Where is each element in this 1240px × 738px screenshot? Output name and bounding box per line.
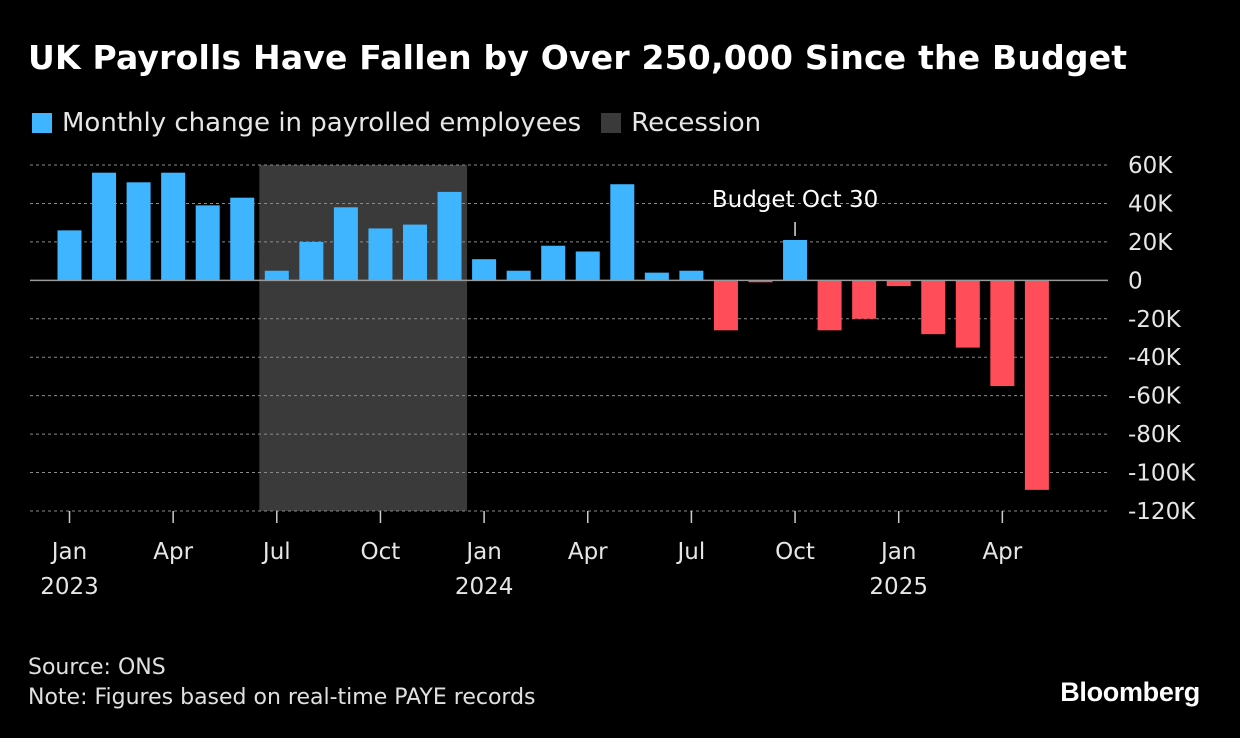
bar-24 (886, 280, 911, 287)
bar-7 (299, 241, 324, 281)
bar-16 (610, 184, 635, 281)
y-tick-label-7: -80K (1128, 422, 1182, 448)
y-tick-label-5: -40K (1128, 345, 1182, 371)
bar-27 (990, 280, 1015, 387)
budget-annotation-label: Budget Oct 30 (712, 187, 878, 213)
bar-17 (644, 272, 669, 281)
x-tick-label-8: Jan (879, 539, 916, 565)
source-note: Source: ONS (28, 655, 166, 680)
chart-legend: Monthly change in payrolled employees Re… (32, 108, 781, 138)
legend-label-recession: Recession (631, 108, 762, 138)
x-tick-label-6: Jul (676, 539, 706, 565)
x-tick-label-9: Apr (982, 539, 1022, 565)
legend-label-payrolls: Monthly change in payrolled employees (62, 108, 582, 138)
x-tick-label-0: Jan (50, 539, 87, 565)
bar-4 (195, 205, 220, 281)
legend-swatch-recession (601, 113, 622, 133)
x-tick-label-2: Jul (261, 539, 291, 565)
bar-8 (333, 207, 358, 281)
x-tick-label-7: Oct (775, 539, 815, 565)
legend-item-payrolls: Monthly change in payrolled employees (32, 108, 581, 138)
bloomberg-logo: Bloomberg (1060, 677, 1200, 707)
y-tick-label-6: -60K (1128, 384, 1182, 410)
y-tick-label-2: 20K (1128, 230, 1173, 256)
bar-2 (126, 182, 151, 281)
legend-swatch-payrolls (32, 113, 52, 133)
x-tick-label-1: Apr (153, 539, 193, 565)
x-tick-label-4: Jan (464, 539, 501, 565)
bar-14 (541, 245, 566, 281)
bar-6 (264, 270, 289, 281)
bar-12 (472, 259, 497, 281)
bar-13 (506, 270, 531, 281)
footnote: Note: Figures based on real-time PAYE re… (28, 685, 536, 710)
y-tick-label-0: 60K (1128, 153, 1173, 179)
y-tick-label-4: -20K (1128, 307, 1182, 333)
recession-band (259, 165, 468, 511)
y-tick-label-3: 0 (1128, 268, 1143, 294)
x-tick-label-5: Apr (568, 539, 608, 565)
bar-19 (713, 280, 738, 331)
x-year-label-4: 2024 (455, 574, 514, 600)
bar-26 (955, 280, 980, 348)
bar-10 (403, 224, 427, 281)
bar-28 (1024, 280, 1049, 490)
bar-22 (817, 280, 842, 331)
bar-9 (368, 228, 393, 281)
bar-0 (57, 230, 82, 281)
x-year-label-8: 2025 (869, 574, 928, 600)
y-tick-label-1: 40K (1128, 191, 1173, 217)
x-year-label-0: 2023 (40, 574, 99, 600)
bar-23 (852, 280, 877, 319)
x-tick-label-3: Oct (361, 539, 401, 565)
bar-chart: 60K 40K 20K 0 -20K -40K -60K -80K -100K -120K Budg… (30, 153, 1196, 600)
bar-18 (679, 270, 704, 281)
chart-title: UK Payrolls Have Fallen by Over 250,000 … (28, 38, 1128, 77)
bar-25 (921, 280, 946, 335)
y-tick-label-9: -120K (1128, 499, 1196, 525)
bar-20 (748, 280, 773, 283)
bar-15 (575, 251, 600, 281)
bar-21 (783, 239, 808, 281)
bar-1 (92, 172, 117, 281)
bar-5 (230, 197, 255, 281)
bar-3 (161, 172, 186, 281)
bar-11 (437, 191, 462, 281)
legend-item-recession: Recession (601, 108, 761, 138)
y-tick-label-8: -100K (1128, 461, 1196, 487)
